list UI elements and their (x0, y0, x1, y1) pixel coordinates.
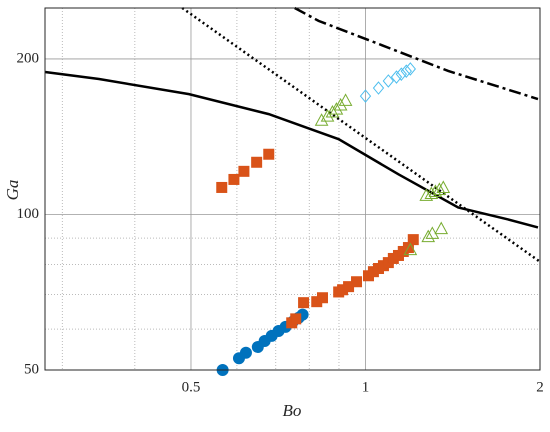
marker-square (290, 313, 302, 325)
marker-diamond (404, 62, 416, 76)
marker-square (251, 156, 263, 168)
marker-square (407, 234, 419, 246)
y-tick-label: 50 (24, 361, 39, 377)
marker-triangle (329, 102, 344, 115)
axes-box (44, 7, 541, 371)
marker-diamond (382, 74, 394, 88)
marker-triangle (325, 104, 340, 118)
marker-square (316, 292, 328, 304)
marker-triangle (436, 180, 451, 193)
marker-diamond (395, 67, 407, 81)
marker-square (228, 173, 240, 185)
curve (44, 70, 539, 229)
marker-square (216, 181, 228, 193)
marker-diamond (390, 70, 403, 84)
x-tick-label: 1 (362, 379, 370, 395)
x-tick-label: 2 (536, 379, 544, 395)
marker-triangle (432, 182, 447, 195)
plot-area (45, 8, 540, 370)
y-tick-label: 200 (17, 50, 40, 66)
x-tick-label: 0.5 (182, 379, 201, 395)
y-axis-label: Ga (3, 180, 22, 201)
marker-triangle (338, 93, 353, 106)
marker-triangle (419, 188, 434, 201)
marker-diamond (372, 81, 385, 95)
marker-triangle (434, 221, 449, 235)
marker-triangle (333, 97, 348, 111)
marker-diamond (359, 89, 372, 103)
marker-square (263, 148, 275, 160)
marker-diamond (400, 64, 412, 78)
marker-triangle (421, 229, 436, 243)
marker-triangle (403, 242, 418, 256)
marker-square (351, 276, 363, 288)
marker-square (238, 165, 250, 177)
curve (294, 6, 539, 101)
marker-triangle (314, 113, 329, 126)
x-axis-label: Bo (283, 401, 302, 420)
y-tick-label: 100 (17, 206, 40, 222)
marker-triangle (320, 109, 335, 122)
marker-square (298, 297, 310, 309)
curve (181, 6, 541, 263)
marker-circle (239, 346, 252, 359)
